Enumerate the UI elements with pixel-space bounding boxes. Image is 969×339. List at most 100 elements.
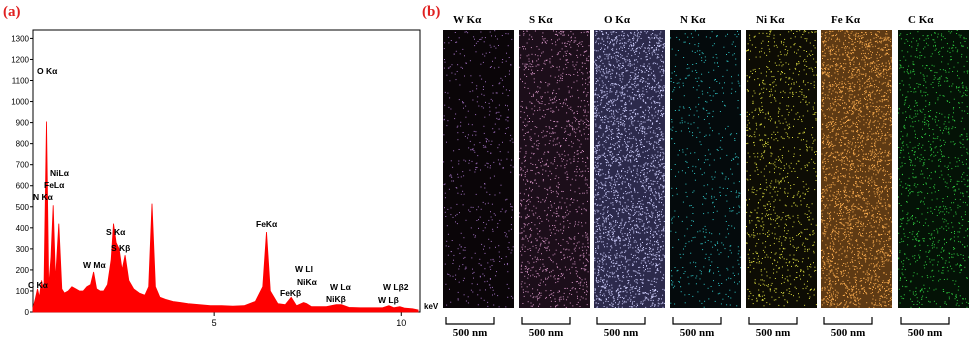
map-dot: [545, 200, 546, 201]
map-dot: [604, 287, 605, 288]
map-dot: [641, 186, 642, 187]
map-dot: [521, 284, 522, 285]
map-dot: [673, 82, 674, 83]
map-dot: [607, 307, 608, 308]
map-dot: [637, 304, 638, 305]
map-dot: [595, 42, 596, 43]
map-dot: [611, 239, 612, 240]
map-dot: [631, 306, 632, 307]
map-dot: [525, 156, 526, 157]
map-dot: [637, 61, 638, 62]
map-dot: [617, 98, 618, 99]
map-dot: [698, 104, 699, 105]
map-dot: [707, 92, 708, 93]
map-dot: [605, 58, 606, 59]
map-dot: [602, 122, 603, 123]
map-dot: [614, 156, 615, 157]
map-dot: [606, 68, 607, 69]
map-dot: [604, 256, 605, 257]
map-dot: [642, 77, 643, 78]
map-dot: [761, 153, 762, 154]
map-dot: [650, 67, 651, 68]
map-dot: [605, 84, 606, 85]
map-dot: [798, 234, 799, 235]
map-dot: [597, 210, 598, 211]
map-dot: [777, 132, 778, 133]
map-dot: [563, 138, 564, 139]
map-dot: [628, 282, 629, 283]
map-dot: [454, 54, 455, 55]
map-dot: [736, 133, 737, 134]
map-dot: [660, 272, 661, 273]
map-dot: [611, 100, 612, 101]
map-dot: [530, 229, 531, 230]
map-dot: [620, 253, 621, 254]
map-dot: [647, 228, 648, 229]
map-dot: [603, 209, 604, 210]
map-dot: [562, 43, 563, 44]
map-dot: [633, 50, 634, 51]
map-dot: [484, 147, 485, 148]
map-dot: [636, 279, 637, 280]
map-dot: [611, 134, 612, 135]
map-dot: [599, 298, 600, 299]
map-dot: [704, 307, 705, 308]
map-dot: [707, 184, 708, 185]
map-dot: [730, 305, 731, 306]
map-dot: [616, 59, 617, 60]
map-dot: [638, 56, 639, 57]
map-dot: [630, 301, 631, 302]
map-dot: [556, 208, 557, 209]
map-dot: [623, 94, 624, 95]
map-dot: [558, 275, 559, 276]
map-dot: [610, 131, 611, 132]
map-dot: [611, 91, 612, 92]
map-dot: [476, 88, 477, 89]
map-dot: [508, 152, 509, 153]
map-dot: [602, 169, 603, 170]
map-dot: [656, 242, 657, 243]
map-dot: [627, 170, 628, 171]
map-dot: [583, 285, 584, 286]
map-dot: [600, 174, 601, 175]
map-dot: [695, 180, 696, 181]
map-dot: [448, 274, 449, 275]
map-dot: [476, 163, 477, 164]
map-dot: [632, 264, 633, 265]
map-dot: [485, 253, 486, 254]
map-dot: [451, 207, 452, 208]
map-dot: [604, 195, 605, 196]
map-dot: [533, 215, 534, 216]
map-dot: [628, 36, 629, 37]
map-dot: [596, 31, 597, 32]
map-dot: [527, 132, 528, 133]
map-dot: [587, 72, 588, 73]
map-dot: [663, 167, 664, 168]
map-dot: [579, 131, 580, 132]
map-dot: [491, 47, 492, 48]
map-dot: [671, 169, 672, 170]
map-dot: [541, 165, 542, 166]
map-dot: [627, 292, 628, 293]
map-dot: [609, 129, 610, 130]
map-dot: [606, 299, 607, 300]
map-dot: [633, 264, 634, 265]
map-dot: [663, 227, 664, 228]
map-dot: [470, 60, 471, 61]
map-dot: [444, 59, 445, 60]
map-dot: [802, 261, 803, 262]
map-dot: [557, 193, 558, 194]
map-dot: [577, 139, 578, 140]
map-dot: [611, 110, 612, 111]
map-dot: [607, 271, 608, 272]
map-dot: [652, 204, 653, 205]
map-dot: [531, 140, 532, 141]
map-dot: [640, 275, 641, 276]
map-dot: [614, 298, 615, 299]
map-dot: [538, 298, 539, 299]
map-dot: [570, 223, 571, 224]
map-dot: [704, 62, 705, 63]
map-dot: [609, 285, 610, 286]
map-dot: [569, 269, 570, 270]
map-dot: [578, 121, 579, 122]
